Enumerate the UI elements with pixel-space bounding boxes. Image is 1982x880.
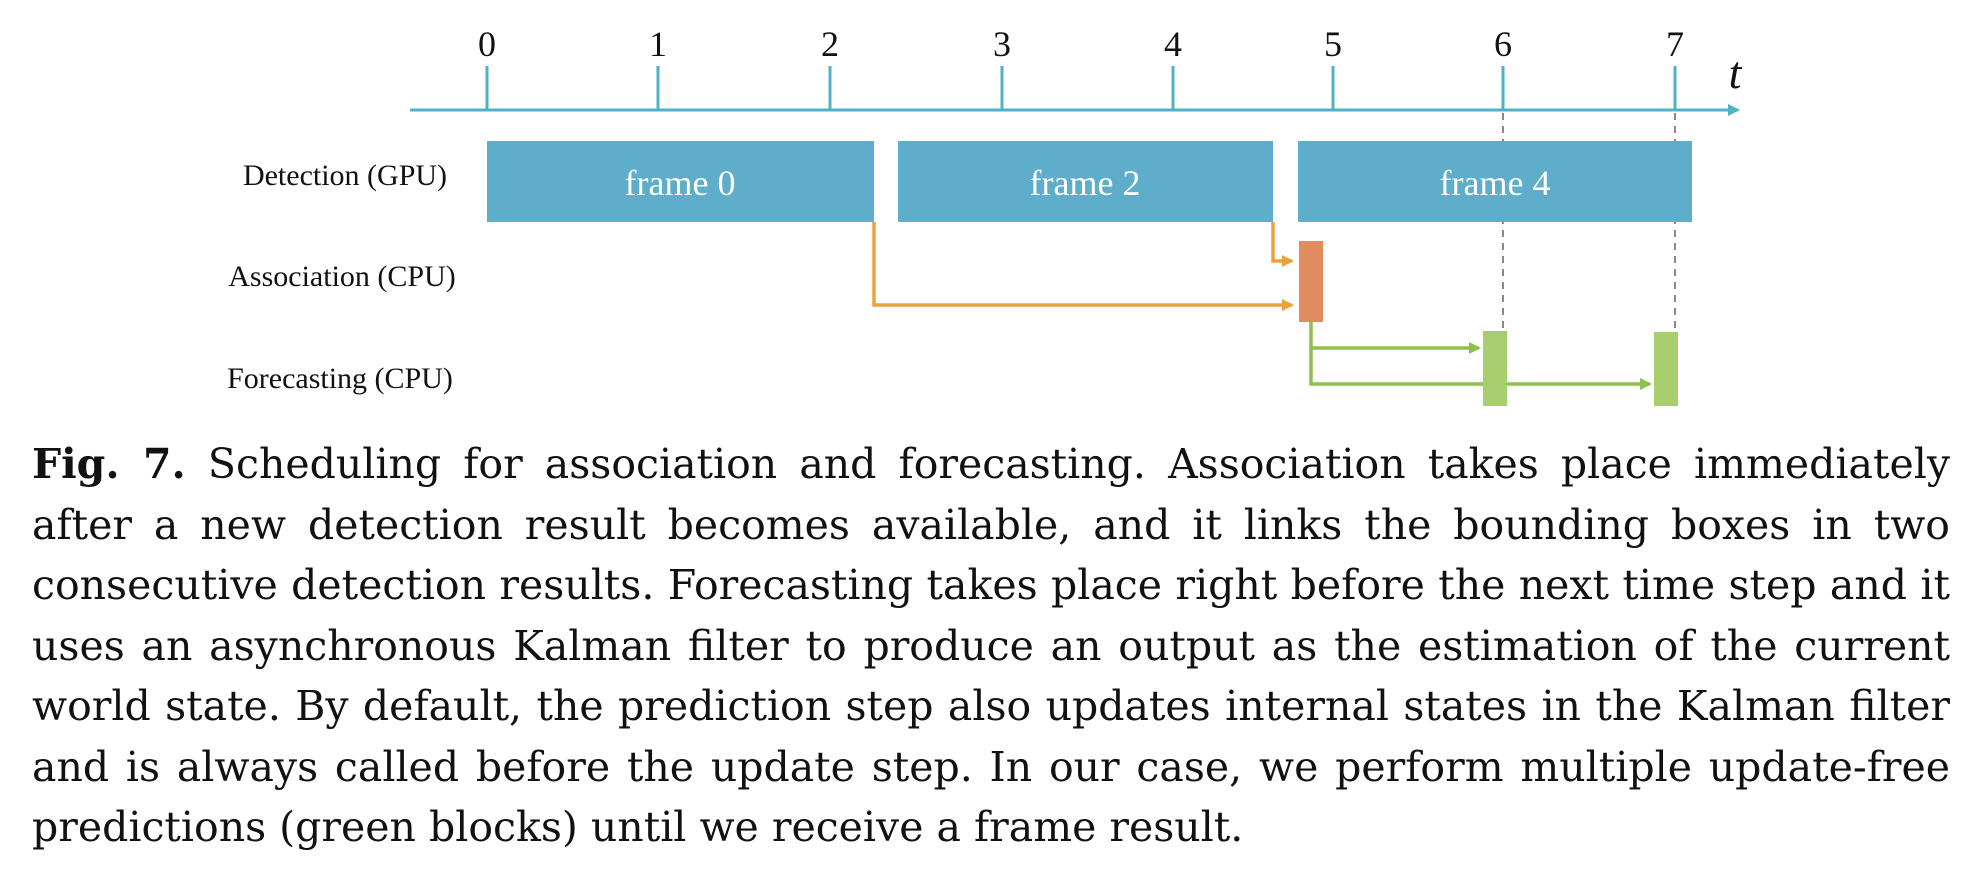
detection-block-label-2: frame 2 <box>1030 163 1141 203</box>
association-arrow-from-frame-2 <box>1271 222 1294 267</box>
row-label-detection: Detection (GPU) <box>243 159 447 192</box>
row-label-association: Association (CPU) <box>228 260 456 293</box>
forecasting-arrow-to-t7 <box>1309 348 1652 390</box>
tick-label-2: 2 <box>821 24 839 64</box>
tick-label-6: 6 <box>1494 24 1512 64</box>
axis-ticks <box>485 66 1677 110</box>
detection-block-frame-2: frame 2 <box>898 141 1273 222</box>
figure-caption: Fig. 7. Scheduling for association and f… <box>32 434 1950 858</box>
caption-text: Scheduling for association and forecasti… <box>32 440 1950 851</box>
forecasting-arrow-to-t6 <box>1309 322 1481 354</box>
tick-label-3: 3 <box>993 24 1011 64</box>
row-label-forecasting: Forecasting (CPU) <box>227 362 453 395</box>
tick-label-5: 5 <box>1324 24 1342 64</box>
tick-label-4: 4 <box>1164 24 1182 64</box>
tick-label-7: 7 <box>1666 24 1684 64</box>
detection-block-label-0: frame 0 <box>625 163 736 203</box>
forecasting-block-t7 <box>1654 332 1678 406</box>
caption-label: Fig. 7. <box>32 440 186 488</box>
forecasting-block-t6 <box>1483 331 1507 406</box>
axis-variable-label: t <box>1729 47 1743 98</box>
tick-label-1: 1 <box>649 24 667 64</box>
detection-block-label-4: frame 4 <box>1440 163 1551 203</box>
tick-label-0: 0 <box>478 24 496 64</box>
association-block <box>1299 241 1323 322</box>
detection-block-frame-0: frame 0 <box>487 141 874 222</box>
scheduling-diagram: 0 1 2 3 4 5 6 7 t Detection (GPU) Associ… <box>227 24 1743 410</box>
association-arrow-from-frame-0 <box>872 222 1294 311</box>
detection-block-frame-4: frame 4 <box>1298 141 1692 222</box>
